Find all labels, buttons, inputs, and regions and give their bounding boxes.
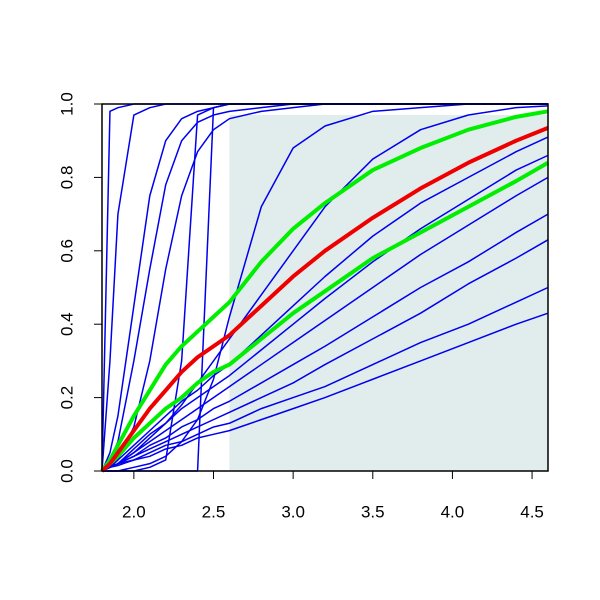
y-tick-label: 0.8: [57, 166, 76, 190]
x-tick-label: 3.0: [281, 502, 305, 521]
y-tick-label: 0.4: [57, 312, 76, 336]
x-tick-label: 4.5: [520, 502, 544, 521]
y-tick-label: 0.0: [57, 459, 76, 483]
curve: [101, 312, 549, 472]
curve: [100, 125, 549, 473]
curve: [101, 154, 549, 472]
curve: [100, 160, 549, 473]
x-tick-label: 4.0: [441, 502, 465, 521]
y-tick-label: 1.0: [57, 92, 76, 116]
curve: [100, 109, 549, 473]
x-tick-label: 2.0: [122, 502, 146, 521]
curve: [101, 239, 549, 472]
curve: [102, 103, 548, 472]
curve: [101, 176, 549, 472]
x-tick-label: 2.5: [202, 502, 226, 521]
y-tick-label: 0.6: [57, 239, 76, 263]
x-tick-label: 3.5: [361, 502, 385, 521]
y-tick-label: 0.2: [57, 386, 76, 410]
